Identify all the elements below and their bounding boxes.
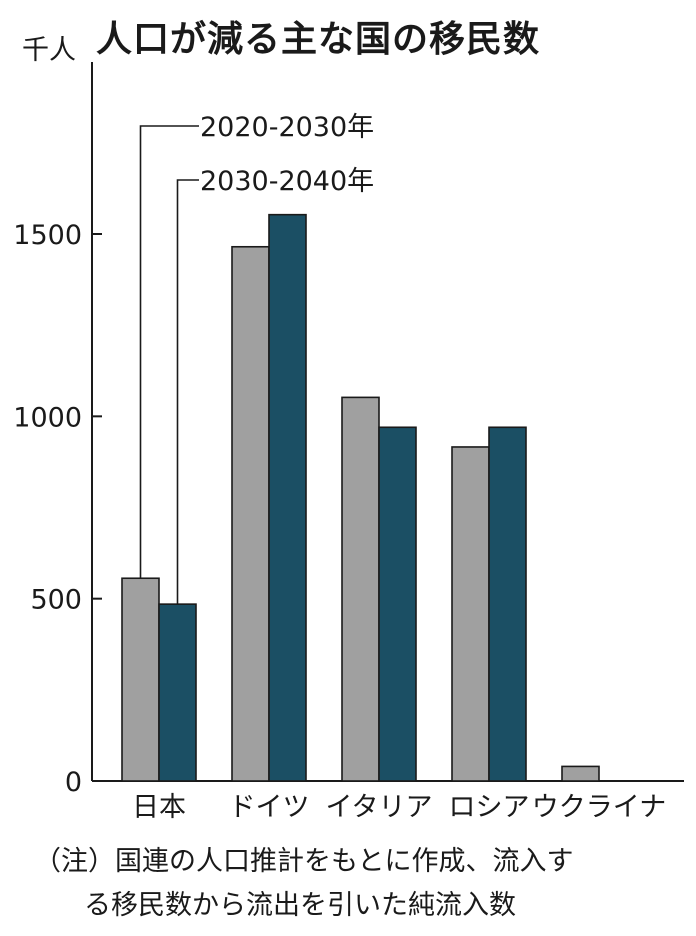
bar-0-series-1 <box>158 603 197 782</box>
y-tick-label-0: 0 <box>65 767 82 798</box>
footnote-line-1: （注）国連の人口推計をもとに作成、流入す <box>34 846 574 877</box>
bar-4-series-0 <box>561 765 600 782</box>
bar-3-series-1 <box>488 426 527 782</box>
y-tick-label-1500: 1500 <box>13 220 82 251</box>
legend-leader-0 <box>139 125 199 579</box>
x-tick-label-1: ドイツ <box>229 792 310 823</box>
bar-2-series-1 <box>378 426 417 782</box>
y-tick-label-500: 500 <box>30 585 82 616</box>
bar-2-series-0 <box>341 396 380 782</box>
legend-label-0: 2020-2030年 <box>200 112 374 143</box>
legend-leader-1 <box>176 179 199 605</box>
bar-1-series-0 <box>231 245 270 782</box>
bar-1-series-1 <box>268 213 307 782</box>
bar-0-series-0 <box>121 577 160 782</box>
footnote-line-2: る移民数から流出を引いた純流入数 <box>84 890 516 921</box>
y-tick-label-1000: 1000 <box>13 402 82 433</box>
chart-footnote: （注）国連の人口推計をもとに作成、流入す る移民数から流出を引いた純流入数 <box>34 840 573 928</box>
x-tick-label-3: ロシア <box>449 792 530 823</box>
y-axis-unit-label: 千人 <box>22 35 76 66</box>
legend-label-1: 2030-2040年 <box>200 166 374 197</box>
x-tick-label-2: イタリア <box>326 792 433 823</box>
bar-3-series-0 <box>451 446 490 782</box>
x-tick-label-4: ウクライナ <box>532 792 666 823</box>
x-tick-label-0: 日本 <box>132 792 186 823</box>
chart-title: 人口が減る主な国の移民数 <box>96 19 541 60</box>
